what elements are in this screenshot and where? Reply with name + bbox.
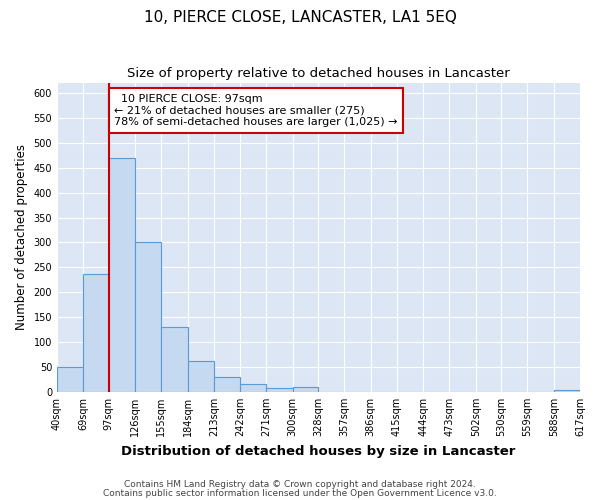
Bar xyxy=(554,390,580,392)
Bar xyxy=(240,384,266,392)
Text: 10, PIERCE CLOSE, LANCASTER, LA1 5EQ: 10, PIERCE CLOSE, LANCASTER, LA1 5EQ xyxy=(143,10,457,25)
Text: Contains HM Land Registry data © Crown copyright and database right 2024.: Contains HM Land Registry data © Crown c… xyxy=(124,480,476,489)
Bar xyxy=(188,361,214,392)
X-axis label: Distribution of detached houses by size in Lancaster: Distribution of detached houses by size … xyxy=(121,444,516,458)
Bar xyxy=(293,387,318,392)
Bar xyxy=(83,274,109,392)
Bar xyxy=(214,377,240,392)
Bar xyxy=(135,242,161,392)
Bar xyxy=(109,158,135,392)
Y-axis label: Number of detached properties: Number of detached properties xyxy=(15,144,28,330)
Title: Size of property relative to detached houses in Lancaster: Size of property relative to detached ho… xyxy=(127,68,510,80)
Text: Contains public sector information licensed under the Open Government Licence v3: Contains public sector information licen… xyxy=(103,489,497,498)
Bar xyxy=(57,367,83,392)
Bar xyxy=(161,327,188,392)
Bar xyxy=(266,388,293,392)
Text: 10 PIERCE CLOSE: 97sqm
← 21% of detached houses are smaller (275)
78% of semi-de: 10 PIERCE CLOSE: 97sqm ← 21% of detached… xyxy=(114,94,398,127)
